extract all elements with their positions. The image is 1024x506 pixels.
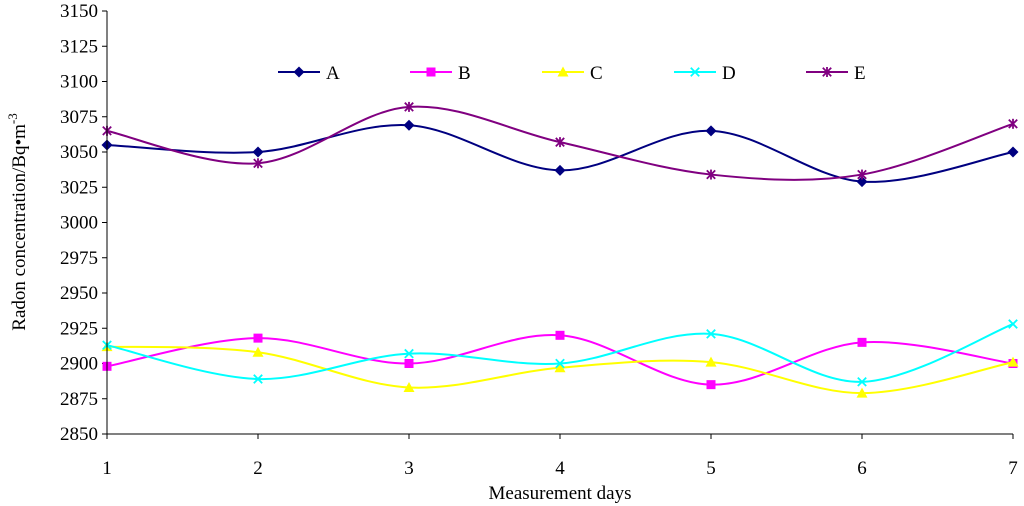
y-tick-label: 2875	[60, 389, 98, 410]
series-b-point	[404, 359, 414, 368]
series-a-point	[403, 119, 415, 131]
series-d-point	[706, 329, 716, 339]
series-a	[101, 119, 1019, 188]
legend-d-marker	[690, 67, 700, 77]
x-tick-label: 5	[706, 458, 716, 479]
marker-stroke	[555, 358, 565, 369]
series-d-point	[555, 358, 565, 369]
series-d-point	[857, 376, 867, 387]
y-axis-ticks: 2850 2875 2900 2925 2950 2975 3000 3025 3050 3075…	[60, 1, 107, 445]
series-e-point	[1008, 118, 1018, 129]
y-tick-label: 3050	[60, 142, 98, 163]
legend-a-marker	[293, 66, 305, 78]
legend-b-label: B	[458, 63, 471, 84]
x-axis-title: Measurement days	[489, 483, 632, 504]
series-d-point	[404, 348, 414, 359]
series-a-point	[554, 164, 566, 176]
x-tick-label: 6	[857, 458, 867, 479]
y-tick-label: 3100	[60, 72, 98, 93]
series-layer	[101, 101, 1019, 398]
y-tick-label: 2950	[60, 283, 98, 304]
legend-b-marker	[426, 67, 436, 77]
marker-stroke	[404, 348, 414, 359]
y-tick-label: 3125	[60, 36, 98, 57]
series-a-point	[1007, 146, 1019, 158]
legend-item-e: E	[806, 63, 866, 84]
series-e-point	[253, 158, 263, 169]
legend-d-label: D	[722, 63, 736, 84]
legend-item-b: B	[410, 63, 471, 84]
series-d-point	[1008, 319, 1018, 329]
y-axis-title: Radon concentration/Bq•m-3	[5, 113, 30, 330]
x-tick-label: 1	[102, 458, 112, 479]
series-d	[102, 319, 1018, 387]
legend-item-c: C	[542, 63, 603, 84]
y-tick-label: 2975	[60, 248, 98, 269]
y-tick-label: 2900	[60, 354, 98, 375]
series-b-point	[555, 330, 565, 340]
series-a-point	[705, 125, 717, 137]
y-tick-label: 3075	[60, 107, 98, 128]
axes	[106, 11, 1013, 435]
x-tick-label: 2	[253, 458, 263, 479]
y-axis-title-superscript: -3	[5, 113, 20, 124]
legend-item-a: A	[278, 63, 340, 84]
series-b-point	[857, 337, 867, 347]
series-e	[102, 101, 1018, 181]
marker-stroke	[857, 376, 867, 387]
marker-stroke	[706, 329, 716, 339]
y-tick-label: 3150	[60, 1, 98, 22]
y-tick-label: 3025	[60, 177, 98, 198]
series-c-point	[705, 356, 717, 367]
y-axis-title-text: Radon concentration/Bq•m	[9, 124, 30, 331]
series-c-point	[1007, 356, 1019, 367]
marker-stroke	[253, 374, 263, 384]
series-c-point	[403, 381, 415, 392]
marker-stroke	[1008, 319, 1018, 329]
x-tick-label: 4	[555, 458, 565, 479]
series-e-point	[555, 137, 565, 148]
y-tick-label: 2850	[60, 424, 98, 445]
series-b-point	[253, 333, 263, 343]
series-c-point	[856, 387, 868, 398]
series-c-point	[252, 346, 264, 357]
series-b-point	[706, 380, 716, 390]
legend-c-marker	[557, 66, 569, 77]
legend-c-label: C	[590, 63, 603, 84]
series-d-point	[253, 374, 263, 384]
x-tick-label: 7	[1008, 458, 1018, 479]
x-axis-ticks: 1 2 3 4 5 6 7	[102, 434, 1018, 479]
series-a-point	[252, 146, 264, 158]
legend-e-label: E	[854, 63, 866, 84]
series-a-point	[856, 176, 868, 188]
series-c	[101, 341, 1019, 398]
series-e-point	[706, 169, 716, 180]
x-tick-label: 3	[404, 458, 414, 479]
legend-e-marker	[822, 67, 832, 77]
series-c-point	[554, 362, 566, 373]
legend-item-d: D	[674, 63, 736, 84]
series-e-point	[404, 101, 414, 112]
legend-a-label: A	[326, 63, 340, 84]
series-e-point	[857, 169, 867, 180]
y-tick-label: 3000	[60, 213, 98, 234]
y-tick-label: 2925	[60, 318, 98, 339]
marker-stroke	[690, 67, 700, 77]
legend: A B C D E	[278, 63, 866, 84]
